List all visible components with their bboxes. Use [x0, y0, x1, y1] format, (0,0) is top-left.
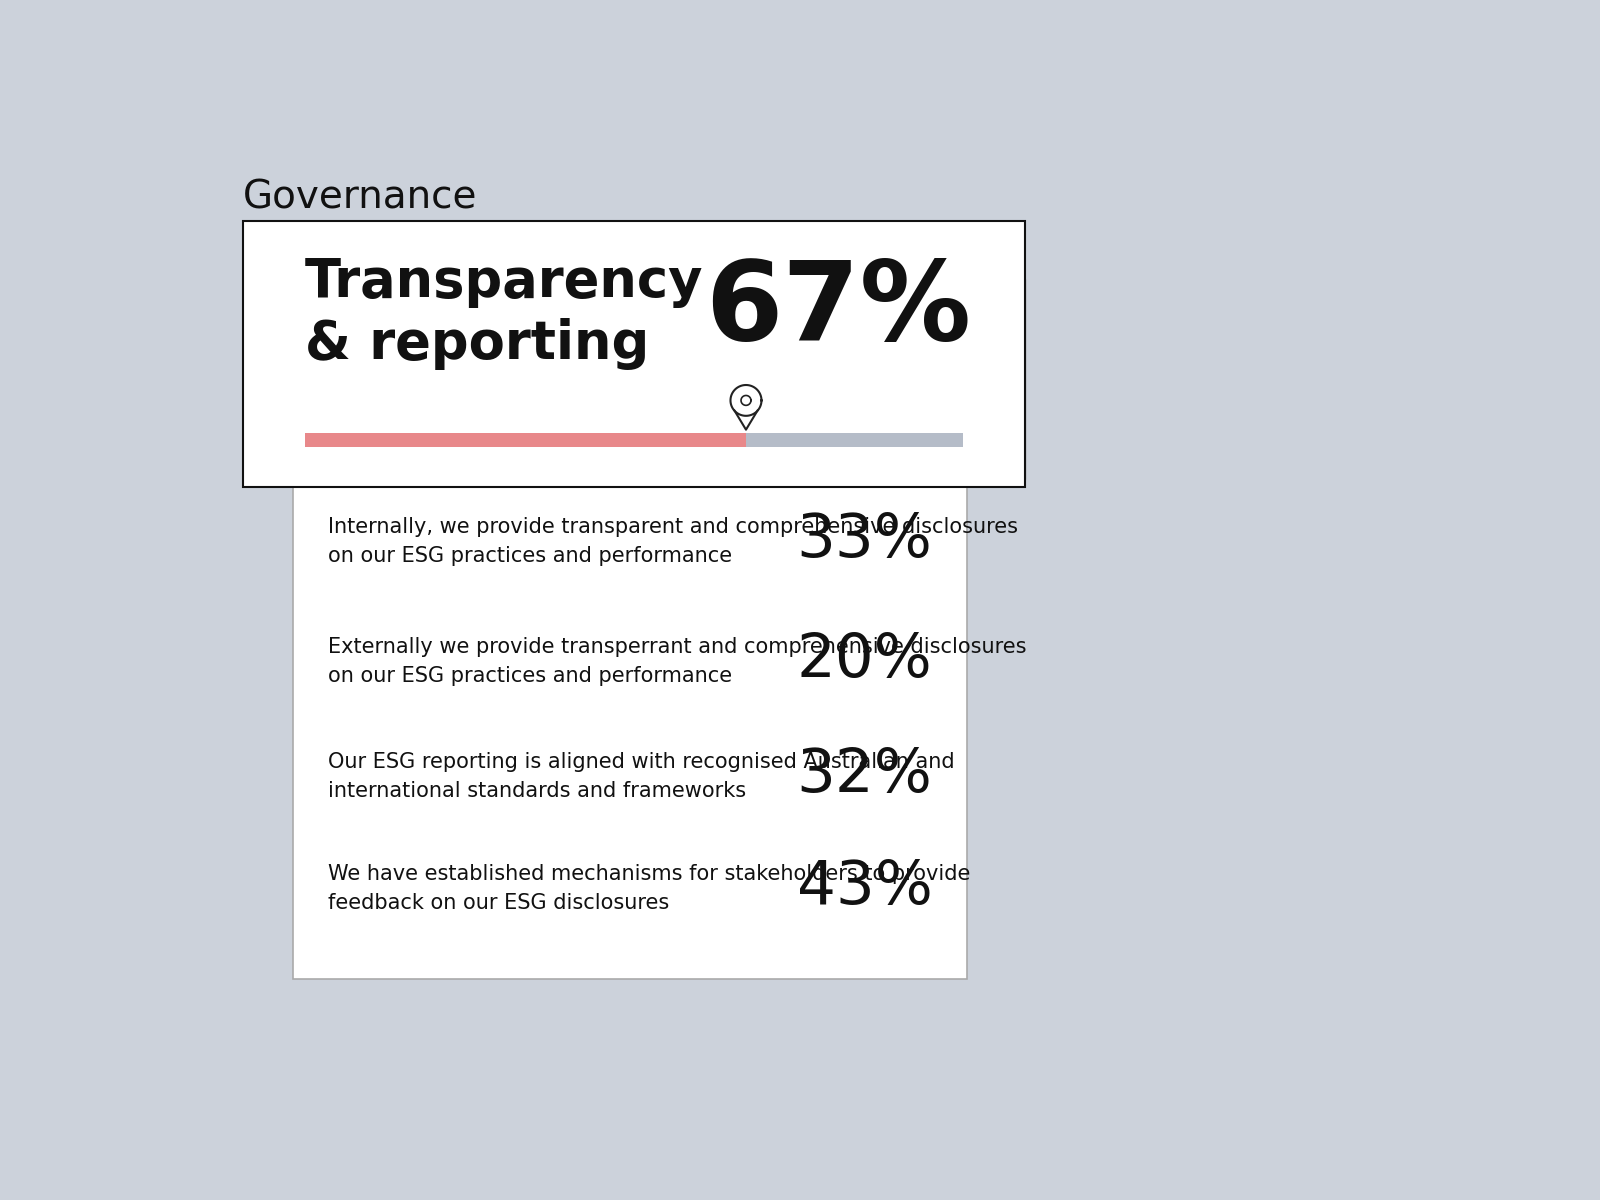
Bar	[304, 433, 746, 446]
Text: 67%: 67%	[706, 256, 971, 362]
Text: Transparency
& reporting: Transparency & reporting	[304, 256, 702, 370]
Text: 33%: 33%	[797, 511, 933, 570]
Text: 32%: 32%	[797, 746, 933, 805]
Text: Externally we provide transperrant and comprehensive disclosures
on our ESG prac: Externally we provide transperrant and c…	[328, 637, 1026, 685]
Text: Our ESG reporting is aligned with recognised Australian and
international standa: Our ESG reporting is aligned with recogn…	[328, 752, 955, 802]
Text: 20%: 20%	[797, 631, 933, 690]
FancyBboxPatch shape	[243, 221, 1026, 487]
FancyBboxPatch shape	[358, 278, 1026, 479]
Bar	[304, 433, 963, 446]
Text: We have established mechanisms for stakeholders to provide
feedback on our ESG d: We have established mechanisms for stake…	[328, 864, 970, 913]
Text: Governance: Governance	[243, 179, 477, 217]
Text: 43%: 43%	[797, 858, 933, 917]
FancyBboxPatch shape	[293, 487, 968, 979]
Text: Internally, we provide transparent and comprehensive disclosures
on our ESG prac: Internally, we provide transparent and c…	[328, 517, 1018, 566]
